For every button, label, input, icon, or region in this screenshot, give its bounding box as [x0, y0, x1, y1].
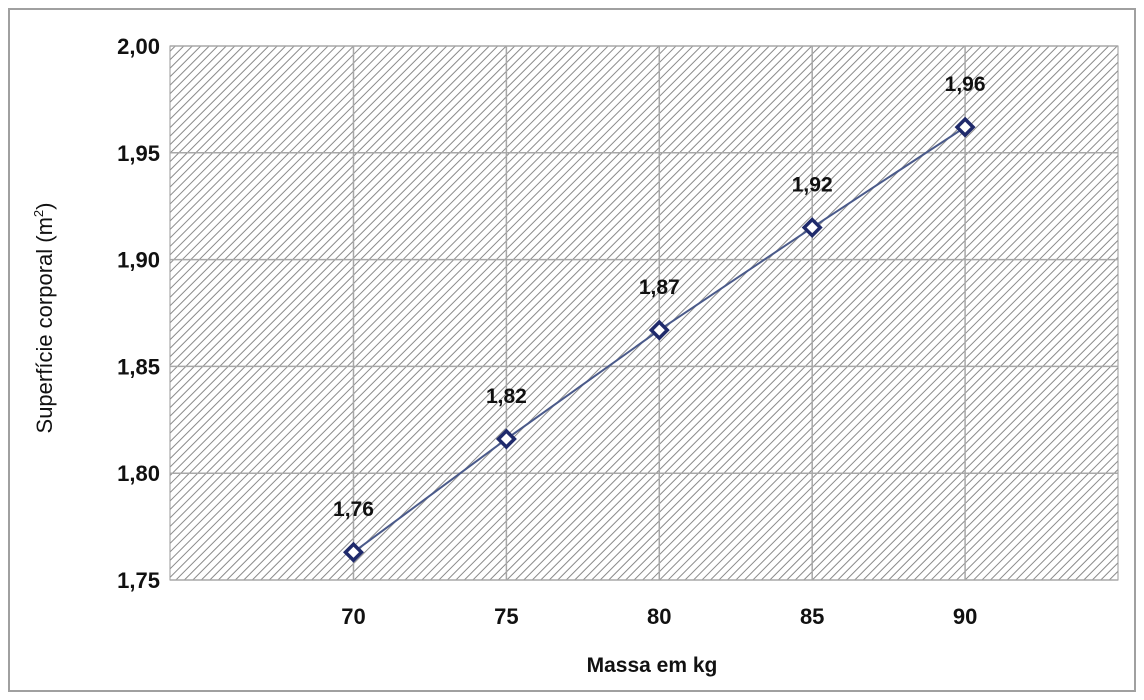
data-label: 1,76 [333, 498, 374, 521]
y-axis-title-main: Superfície corporal (m [32, 217, 57, 433]
x-tick-label: 85 [800, 604, 824, 629]
series-line [343, 116, 976, 563]
y-tick-label: 1,75 [117, 568, 160, 593]
data-point [648, 319, 670, 341]
data-point [343, 541, 364, 563]
x-tick-label: 70 [341, 604, 365, 629]
y-tick-label: 1,85 [117, 354, 160, 379]
x-tick-label: 75 [494, 604, 518, 629]
data-label: 1,87 [639, 276, 680, 299]
data-point [801, 217, 823, 239]
plot-area [169, 45, 1119, 581]
gridlines [170, 45, 1118, 581]
y-axis-title-superscript: 2 [31, 210, 46, 217]
y-tick-label: 1,80 [117, 461, 160, 486]
x-axis: 70 75 80 85 90 [341, 604, 977, 629]
data-point [495, 428, 517, 450]
data-point [954, 116, 976, 138]
x-tick-label: 90 [953, 604, 977, 629]
x-tick-label: 80 [647, 604, 671, 629]
x-axis-title: Massa em kg [587, 654, 718, 677]
y-tick-label: 2,00 [117, 34, 160, 59]
data-labels: 1,76 1,82 1,87 1,92 1,96 [333, 73, 985, 521]
y-tick-label: 1,90 [117, 248, 160, 273]
y-axis-title-close: ) [32, 203, 57, 210]
data-label: 1,96 [945, 73, 986, 96]
y-axis-title: Superfície corporal (m2) [31, 203, 57, 434]
y-tick-label: 1,95 [117, 141, 160, 166]
data-label: 1,82 [486, 385, 527, 408]
y-axis: 1,75 1,80 1,85 1,90 1,95 2,00 [117, 34, 160, 593]
data-label: 1,92 [792, 174, 833, 197]
